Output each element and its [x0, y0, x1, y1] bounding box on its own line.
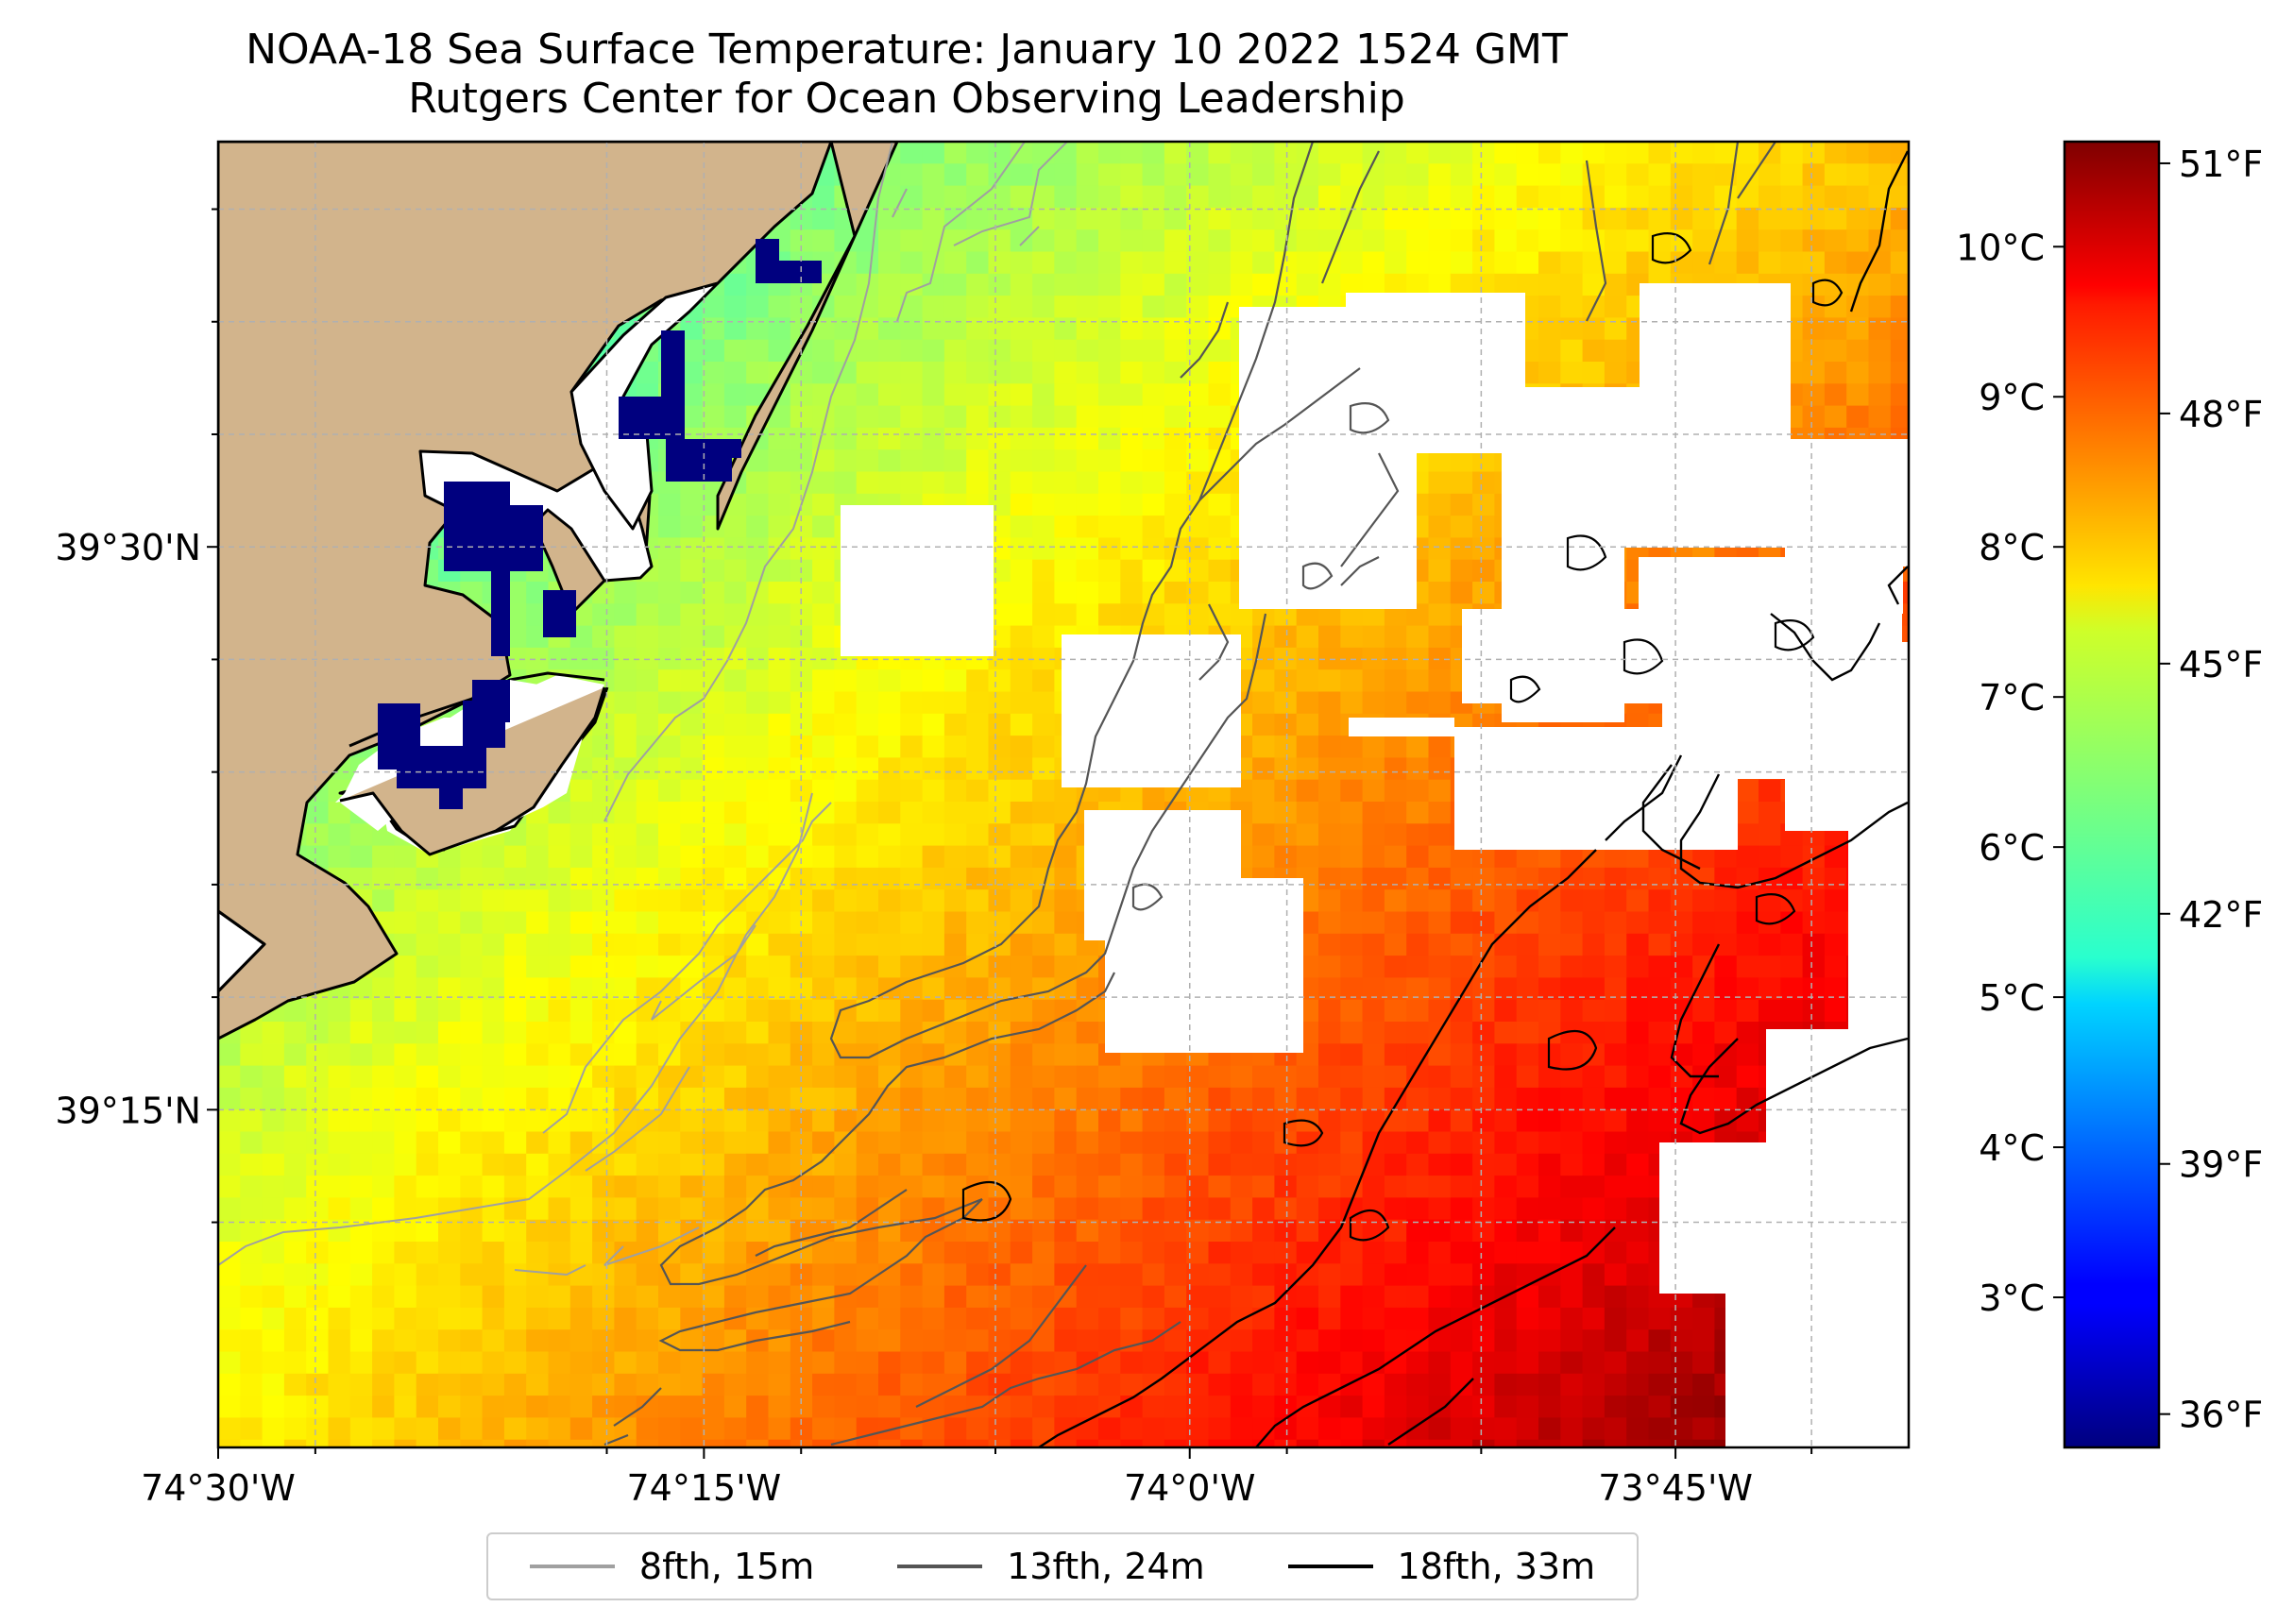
- lon-tick-label: 74°15'W: [627, 1467, 782, 1509]
- fahrenheit-tick-label: 48°F: [2179, 394, 2263, 435]
- colorbar: [2063, 140, 2161, 1449]
- fahrenheit-tick-label: 36°F: [2179, 1395, 2263, 1436]
- fahrenheit-tick-label: 39°F: [2179, 1144, 2263, 1186]
- map-frame: [216, 140, 1911, 1449]
- legend-label-13fth: 13fth, 24m: [1007, 1546, 1205, 1587]
- celsius-tick-label: 6°C: [1979, 827, 2045, 869]
- celsius-tick-label: 4°C: [1979, 1127, 2045, 1169]
- contour-legend: 8fth, 15m 13fth, 24m 18fth, 33m: [486, 1532, 1639, 1600]
- chart-subtitle: Rutgers Center for Ocean Observing Leade…: [408, 75, 1405, 123]
- celsius-tick-label: 5°C: [1979, 977, 2045, 1019]
- gridlines: [218, 142, 1909, 1447]
- barrier-island-long-beach: [716, 142, 899, 531]
- axis-ticks: [207, 208, 1813, 1459]
- legend-line-13fth: [897, 1565, 983, 1568]
- fahrenheit-tick-label: 51°F: [2179, 144, 2263, 185]
- no-data-areas: [841, 283, 1909, 1447]
- legend-item-18fth: 18fth, 33m: [1287, 1546, 1596, 1587]
- lat-tick-label: 39°15'N: [55, 1090, 201, 1131]
- lon-tick-label: 74°0'W: [1124, 1467, 1256, 1509]
- bay-cold-cells: [378, 239, 822, 809]
- celsius-tick-label: 10°C: [1956, 227, 2045, 268]
- celsius-tick-label: 7°C: [1979, 677, 2045, 719]
- colorbar-celsius-ticks: 10°C 9°C 8°C 7°C 6°C 5°C 4°C 3°C: [1956, 227, 2065, 1319]
- fahrenheit-tick-label: 42°F: [2179, 894, 2263, 936]
- colorbar-fahrenheit-ticks: 51°F 48°F 45°F 42°F 39°F 36°F: [2159, 144, 2263, 1436]
- legend-item-13fth: 13fth, 24m: [897, 1546, 1205, 1587]
- celsius-tick-label: 9°C: [1979, 377, 2045, 418]
- celsius-tick-label: 8°C: [1979, 527, 2045, 568]
- legend-line-18fth: [1287, 1565, 1373, 1568]
- axis-labels: 39°30'N 39°15'N 74°30'W 74°15'W 74°0'W 73°45'…: [55, 527, 1753, 1509]
- legend-label-18fth: 18fth, 33m: [1397, 1546, 1596, 1587]
- contour-small-islands: [961, 232, 1844, 1242]
- legend-label-8fth: 8fth, 15m: [638, 1546, 815, 1587]
- lat-tick-label: 39°30'N: [55, 527, 201, 568]
- lon-tick-label: 74°30'W: [141, 1467, 296, 1509]
- legend-line-8fth: [529, 1565, 615, 1568]
- legend-item-8fth: 8fth, 15m: [529, 1546, 815, 1587]
- contour-8fth: [218, 142, 1068, 1277]
- lon-tick-label: 73°45'W: [1598, 1467, 1753, 1509]
- chart-title: NOAA-18 Sea Surface Temperature: January…: [246, 25, 1568, 74]
- fahrenheit-tick-label: 45°F: [2179, 644, 2263, 685]
- celsius-tick-label: 3°C: [1979, 1277, 2045, 1319]
- contour-18fth: [1038, 150, 1909, 1447]
